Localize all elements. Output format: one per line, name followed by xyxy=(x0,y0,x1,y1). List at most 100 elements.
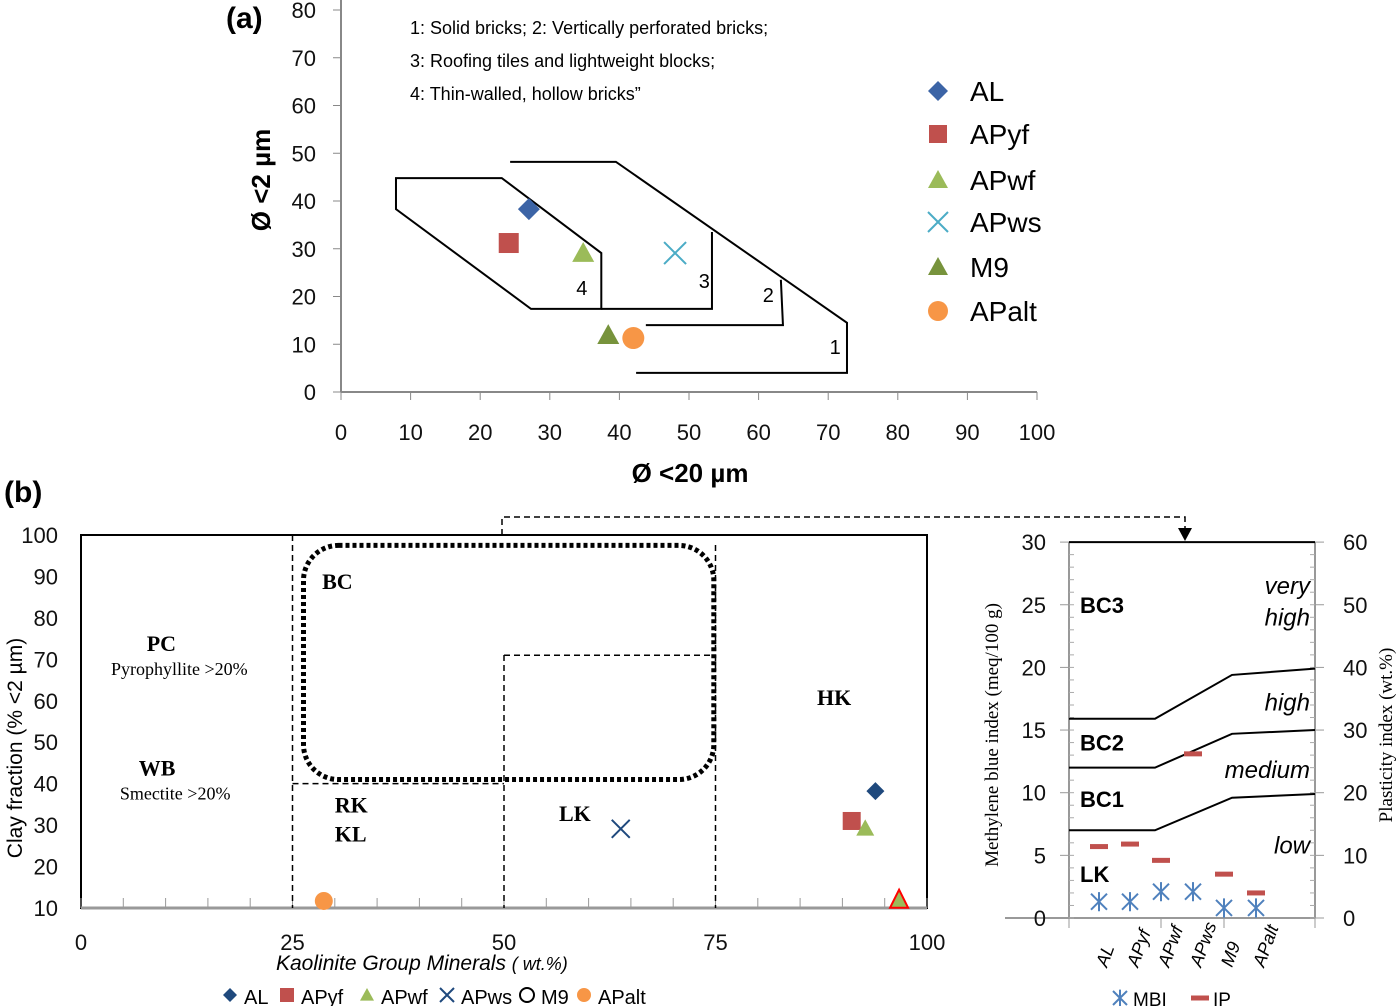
point-apws xyxy=(611,819,631,839)
x-tick-label: 0 xyxy=(75,930,87,955)
y-tick-label: 20 xyxy=(292,285,316,310)
mbi-point xyxy=(1152,882,1170,902)
x-tick-label: 50 xyxy=(677,420,701,445)
legend-marker-apalt xyxy=(577,988,591,1002)
y2-tick-label: 40 xyxy=(1343,655,1367,680)
legend-label: AL xyxy=(970,76,1004,107)
y2-tick-label: 50 xyxy=(1343,593,1367,618)
category-label: APws xyxy=(1186,919,1221,970)
class-label-bc3: BC3 xyxy=(1080,593,1124,618)
point-m9 xyxy=(888,887,910,909)
x-tick-label: 10 xyxy=(398,420,422,445)
legend-label: APws xyxy=(461,987,512,1006)
y-axis-title-b: Clay fraction (% <2 µm) xyxy=(4,638,27,858)
zone-3-boundary xyxy=(601,232,713,310)
legend-marker-mbi xyxy=(1112,989,1128,1006)
legend-marker-apws xyxy=(439,987,455,1003)
region-label-wb: WB xyxy=(139,755,176,780)
legend-label: APwf xyxy=(970,165,1036,196)
region-label-rk: RK xyxy=(335,793,368,818)
category-label: AL xyxy=(1092,942,1119,970)
mbi-point xyxy=(1247,898,1265,918)
point-apwf xyxy=(572,242,595,262)
y-tick-label: 20 xyxy=(1022,655,1046,680)
legend-marker-al xyxy=(928,81,948,101)
panel-a-label: (a) xyxy=(226,2,263,35)
legend-label: M9 xyxy=(541,987,569,1006)
legend-label: APws xyxy=(970,207,1042,238)
y-tick-label: 90 xyxy=(34,564,58,589)
y-tick-label: 0 xyxy=(304,380,316,405)
x-tick-label: 40 xyxy=(607,420,631,445)
y-tick-label: 15 xyxy=(1022,718,1046,743)
legend-marker-apwf xyxy=(360,988,374,1001)
connector-arrow xyxy=(1178,528,1192,541)
y-tick-label: 30 xyxy=(292,237,316,262)
legend-label: M9 xyxy=(970,252,1009,283)
legend-label: APyf xyxy=(301,987,344,1006)
y-tick-label: 60 xyxy=(34,689,58,714)
class-label-bc2: BC2 xyxy=(1080,731,1124,756)
legend-marker-apyf xyxy=(280,988,294,1002)
level-label: medium xyxy=(1225,757,1310,784)
category-label: M9 xyxy=(1217,939,1244,969)
category-label: APwf xyxy=(1154,921,1188,970)
category-label: APyf xyxy=(1123,925,1156,970)
y-tick-label: 50 xyxy=(34,730,58,755)
zone-label: 4 xyxy=(576,278,587,300)
panel-b-label: (b) xyxy=(4,476,42,509)
region-label-bc: BC xyxy=(322,569,353,594)
legend-label: AL xyxy=(244,987,268,1006)
panel-c: 0 5 10 15 20 25 30 0 10 20 30 40 50 60 BC3 BC2 BC1 LK very… xyxy=(1005,530,1367,1006)
y-tick-label: 10 xyxy=(292,332,316,357)
point-m9 xyxy=(597,324,620,344)
ip-point xyxy=(1090,844,1108,850)
zone-label: 1 xyxy=(830,337,841,359)
ip-point xyxy=(1247,890,1265,896)
class-boundary xyxy=(1069,667,1316,720)
level-label: low xyxy=(1274,832,1312,859)
mbi-point xyxy=(1090,892,1108,912)
legend-label: APalt xyxy=(970,296,1037,327)
legend-marker-m9 xyxy=(519,987,535,1003)
point-apyf xyxy=(842,811,861,830)
region-label-kl: KL xyxy=(335,822,367,847)
class-label-lk: LK xyxy=(1080,862,1109,887)
x-tick-label: 60 xyxy=(746,420,770,445)
y-tick-label: 60 xyxy=(292,94,316,119)
ip-point xyxy=(1152,857,1170,863)
zone-label: 2 xyxy=(763,285,774,307)
zone-2-boundary xyxy=(645,279,785,327)
x-tick-label: 90 xyxy=(955,420,979,445)
note-1: 1: Solid bricks; 2: Vertically perforate… xyxy=(410,18,768,38)
note-3: 4: Thin-walled, hollow bricks” xyxy=(410,84,641,104)
level-label: high xyxy=(1265,604,1310,631)
x-tick-label: 30 xyxy=(538,420,562,445)
mbi-point xyxy=(1184,882,1202,902)
legend-marker-apyf xyxy=(929,125,947,143)
x-tick-label: 70 xyxy=(816,420,840,445)
x-tick-label: 80 xyxy=(886,420,910,445)
x-tick-label: 0 xyxy=(335,420,347,445)
y-tick-label: 10 xyxy=(1022,781,1046,806)
legend-marker-apwf xyxy=(928,170,948,188)
legend-label: MBI xyxy=(1133,990,1167,1006)
class-boundary xyxy=(1069,792,1316,832)
y-axis-title-a: Ø <2 µm xyxy=(246,129,276,231)
y-tick-label: 25 xyxy=(1022,593,1046,618)
legend-label: IP xyxy=(1213,990,1231,1006)
y-tick-label: 40 xyxy=(292,189,316,214)
region-sublabel: Pyrophyllite >20% xyxy=(111,659,248,679)
y2-tick-label: 10 xyxy=(1343,843,1367,868)
zone-1-boundary xyxy=(510,160,848,374)
y-tick-label: 30 xyxy=(1022,530,1046,555)
point-apwf xyxy=(856,819,875,836)
level-label: high xyxy=(1265,689,1310,716)
y-axis-title-c: Methylene blue index (meq/100 g) xyxy=(982,603,1003,867)
legend-marker-m9 xyxy=(928,257,948,275)
class-label-bc1: BC1 xyxy=(1080,787,1124,812)
y2-axis-title-c: Plasticity index (wt.%) xyxy=(1376,648,1397,823)
y-tick-label: 70 xyxy=(34,647,58,672)
y-tick-label: 50 xyxy=(292,141,316,166)
